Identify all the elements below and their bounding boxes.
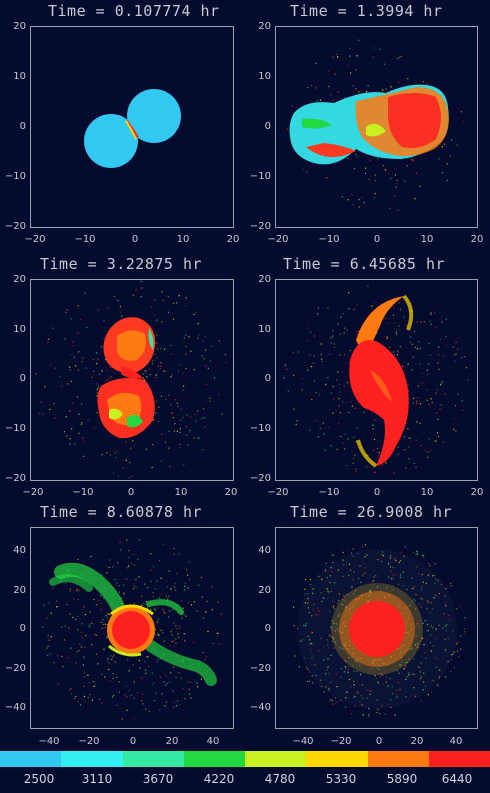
colorbar-segment [245, 751, 307, 767]
panel-4-xtick: −10 [318, 487, 340, 498]
panel-1-image [84, 89, 181, 168]
colorbar [0, 751, 490, 767]
panel-6-ytick: 0 [264, 623, 271, 634]
panel-5-plot [30, 527, 234, 729]
panel-5-xtick: 0 [129, 736, 137, 747]
panel-6-ytick: 20 [258, 585, 271, 596]
panel-2-xtick: 10 [420, 234, 434, 245]
panel-3-plot [30, 279, 234, 481]
panel-3-xtick: −20 [22, 487, 44, 498]
panel-2-ytick: 0 [264, 121, 271, 132]
panel-5-title: Time = 8.60878 hr [40, 503, 203, 521]
colorbar-label: 4780 [264, 772, 296, 786]
panel-1-ytick: 10 [13, 71, 26, 82]
panel-3-xtick: 0 [127, 487, 135, 498]
panel-6-xtick: 0 [375, 736, 383, 747]
panel-2-image [286, 39, 464, 211]
panel-5-ytick: 20 [13, 585, 26, 596]
panel-3-ytick: −20 [4, 473, 26, 484]
panel-3-xtick: 10 [174, 487, 188, 498]
colorbar-label: 5890 [386, 772, 418, 786]
panel-4-xtick: −20 [267, 487, 289, 498]
panel-4-xtick: 10 [420, 487, 434, 498]
panel-6-xtick: 40 [449, 736, 463, 747]
panel-1-plot [30, 26, 234, 228]
panel-6-xtick: −20 [330, 736, 352, 747]
panel-5-ytick: 40 [13, 545, 26, 556]
panel-2-ytick: 10 [258, 71, 271, 82]
panel-1-title: Time = 0.107774 hr [48, 2, 220, 20]
panel-2-xtick: −10 [318, 234, 340, 245]
panel-3-ytick: 20 [13, 274, 26, 285]
colorbar-segment [306, 751, 368, 767]
colorbar-label: 3110 [81, 772, 113, 786]
panel-6-image [292, 544, 466, 717]
panel-4-ytick: 20 [258, 274, 271, 285]
panel-3-ytick: −10 [4, 423, 26, 434]
panel-5-ytick: 0 [19, 623, 26, 634]
panel-1-ytick: −20 [4, 221, 26, 232]
panel-5-xtick: 20 [165, 736, 179, 747]
panel-4-xtick: 0 [373, 487, 381, 498]
panel-6-ytick: 40 [258, 545, 271, 556]
panel-5-xtick: −20 [78, 736, 100, 747]
panel-1-xtick: −20 [24, 234, 46, 245]
panel-4-image [283, 285, 469, 474]
panel-3-xtick: 20 [224, 487, 238, 498]
colorbar-label: 3670 [142, 772, 174, 786]
panel-5-ytick: −20 [4, 663, 26, 674]
panel-6-plot [275, 527, 478, 729]
panel-3-image [35, 280, 227, 479]
panel-1-xtick: −10 [74, 234, 96, 245]
colorbar-label: 4220 [203, 772, 235, 786]
panel-4-ytick: 10 [258, 324, 271, 335]
panel-1-ytick: 20 [13, 21, 26, 32]
panel-5-ytick: −40 [4, 702, 26, 713]
panel-4-title: Time = 6.45685 hr [283, 255, 446, 273]
panel-2-ytick: −10 [249, 171, 271, 182]
panel-2-xtick: −20 [267, 234, 289, 245]
panel-3-ytick: 0 [19, 373, 26, 384]
colorbar-segment [428, 751, 490, 767]
colorbar-label: 2500 [23, 772, 55, 786]
colorbar-segment [367, 751, 429, 767]
panel-4-ytick: 0 [264, 373, 271, 384]
colorbar-label: 5330 [325, 772, 357, 786]
panel-4-ytick: −10 [249, 423, 271, 434]
colorbar-segment [0, 751, 62, 767]
colorbar-segment [183, 751, 245, 767]
panel-3-ytick: 10 [13, 324, 26, 335]
panel-6-ytick: −20 [249, 663, 271, 674]
panel-2-plot [275, 26, 478, 228]
panel-1-ytick: 0 [19, 121, 26, 132]
colorbar-label: 6440 [441, 772, 473, 786]
panel-5-xtick: −40 [38, 736, 60, 747]
panel-4-xtick: 20 [470, 487, 484, 498]
panel-6-title: Time = 26.9008 hr [290, 503, 453, 521]
panel-2-xtick: 0 [373, 234, 381, 245]
panel-1-xtick: 10 [176, 234, 190, 245]
panel-6-xtick: 20 [410, 736, 424, 747]
panel-1-ytick: −10 [4, 171, 26, 182]
colorbar-segment [61, 751, 123, 767]
panel-5-xtick: 40 [206, 736, 220, 747]
panel-4-plot [275, 279, 478, 481]
panel-1-xtick: 20 [226, 234, 240, 245]
panel-6-ytick: −40 [249, 702, 271, 713]
panel-2-xtick: 20 [470, 234, 484, 245]
panel-3-xtick: −10 [72, 487, 94, 498]
panel-3-title: Time = 3.22875 hr [40, 255, 203, 273]
panel-2-ytick: −20 [249, 221, 271, 232]
panel-5-image [42, 539, 222, 720]
panel-6-xtick: −40 [292, 736, 314, 747]
panel-1-xtick: 0 [131, 234, 139, 245]
panel-2-title: Time = 1.3994 hr [290, 2, 443, 20]
panel-4-ytick: −20 [249, 473, 271, 484]
panel-2-ytick: 20 [258, 21, 271, 32]
colorbar-segment [122, 751, 184, 767]
